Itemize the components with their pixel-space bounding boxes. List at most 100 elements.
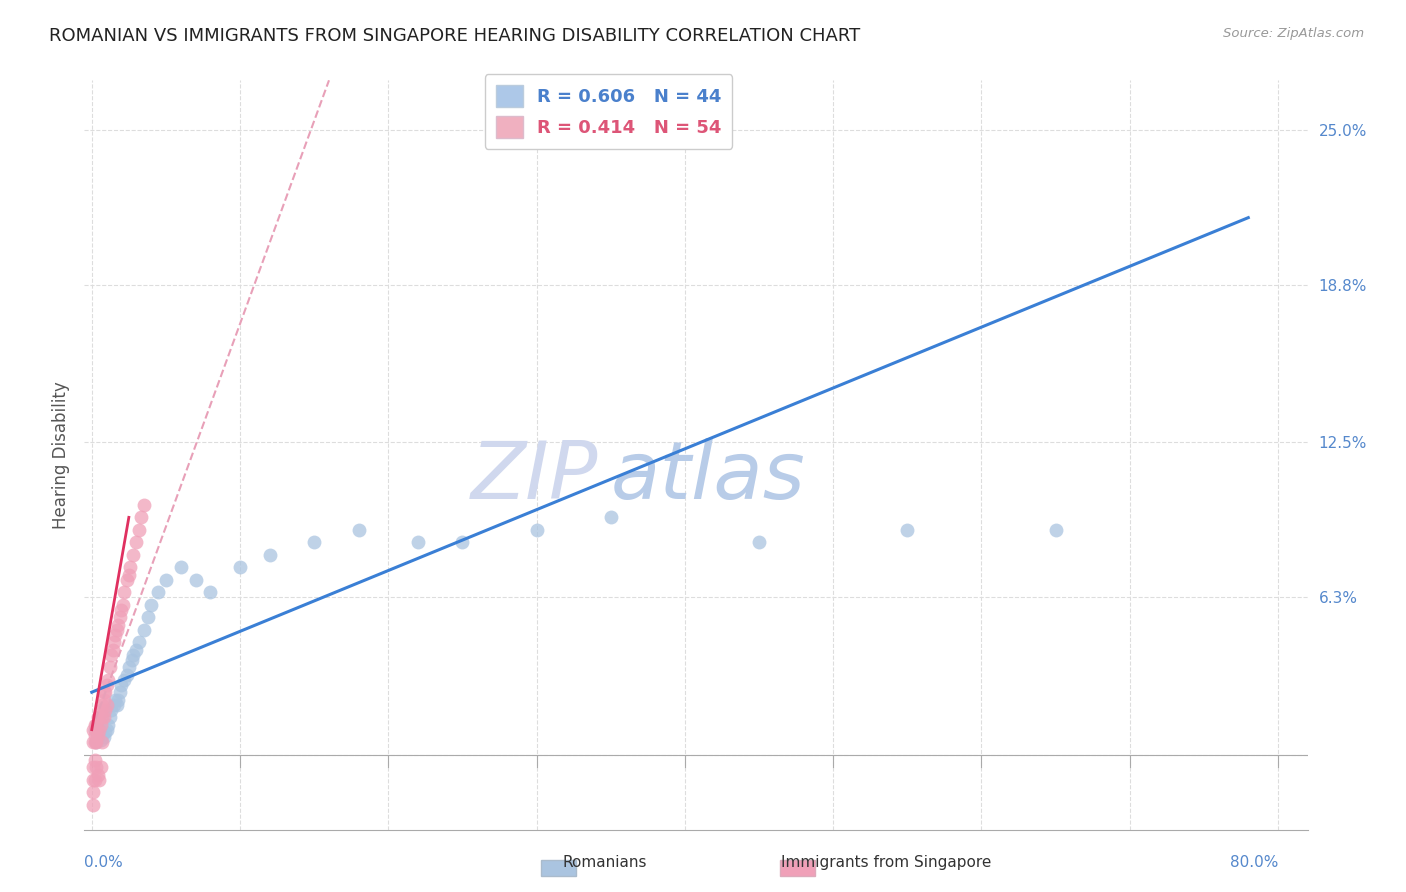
Point (91, 698, 114, 712)
Point (89, 710, 111, 724)
Point (86, 728, 108, 742)
Point (98, 660, 121, 674)
Point (86, 710, 108, 724)
Point (122, 548, 145, 562)
Point (125, 642, 148, 657)
Point (93, 710, 115, 724)
Point (229, 560, 252, 574)
Point (184, 573, 207, 587)
Point (118, 660, 141, 674)
Point (112, 673, 135, 687)
Text: Immigrants from Singapore: Immigrants from Singapore (780, 855, 991, 870)
Point (94, 703, 117, 717)
Point (86, 767, 108, 781)
Point (82, 723, 104, 737)
Point (128, 635, 150, 649)
Point (93, 685, 115, 699)
Point (84, 717, 107, 731)
Point (105, 623, 128, 637)
Point (84, 735, 107, 749)
Point (83, 728, 105, 742)
Point (748, 535, 770, 549)
Point (82, 797, 104, 812)
Point (120, 560, 142, 574)
Point (98, 710, 121, 724)
Point (83, 723, 105, 737)
Point (89, 772, 111, 787)
Point (110, 603, 132, 617)
Point (259, 548, 281, 562)
Y-axis label: Hearing Disability: Hearing Disability (52, 381, 70, 529)
Point (82, 772, 104, 787)
Point (84, 723, 107, 737)
Point (101, 642, 124, 657)
Point (139, 598, 162, 612)
Point (111, 598, 134, 612)
Point (83, 772, 105, 787)
Point (89, 723, 111, 737)
Text: 80.0%: 80.0% (1230, 855, 1278, 870)
Point (526, 523, 548, 537)
Point (90, 760, 112, 774)
Point (347, 523, 370, 537)
Point (90, 703, 112, 717)
Point (148, 585, 170, 599)
Point (100, 703, 122, 717)
Point (83, 735, 105, 749)
Point (89, 723, 111, 737)
Point (90, 732, 112, 747)
Point (132, 623, 155, 637)
Point (108, 685, 131, 699)
Point (104, 692, 127, 706)
Point (170, 560, 193, 574)
Text: ROMANIAN VS IMMIGRANTS FROM SINGAPORE HEARING DISABILITY CORRELATION CHART: ROMANIAN VS IMMIGRANTS FROM SINGAPORE HE… (49, 27, 860, 45)
Point (155, 573, 177, 587)
Text: 0.0%: 0.0% (84, 855, 124, 870)
Point (132, 498, 155, 512)
Point (82, 785, 104, 799)
Point (96, 723, 118, 737)
Point (117, 573, 139, 587)
Point (91, 710, 114, 724)
Point (117, 667, 139, 681)
Point (107, 692, 129, 706)
Point (129, 510, 152, 524)
Point (91, 735, 114, 749)
Point (110, 678, 132, 692)
Legend: R = 0.606   N = 44, R = 0.414   N = 54: R = 0.606 N = 44, R = 0.414 N = 54 (485, 74, 733, 149)
Point (93, 730, 115, 744)
Point (84, 735, 107, 749)
Text: ZIP: ZIP (471, 438, 598, 516)
Point (103, 698, 125, 712)
Point (125, 535, 148, 549)
Point (108, 610, 131, 624)
Point (94, 725, 117, 739)
Text: Source: ZipAtlas.com: Source: ZipAtlas.com (1223, 27, 1364, 40)
Point (86, 728, 108, 742)
Point (96, 698, 118, 712)
Point (83, 717, 105, 731)
Point (97, 673, 120, 687)
Point (82, 760, 104, 774)
Point (97, 717, 120, 731)
Point (96, 678, 118, 692)
Point (84, 760, 107, 774)
Point (105, 698, 128, 712)
Point (104, 628, 127, 642)
Point (121, 653, 143, 667)
Point (91, 728, 114, 742)
Point (82, 735, 104, 749)
Point (302, 535, 325, 549)
Point (103, 635, 125, 649)
Point (100, 648, 122, 662)
Point (200, 585, 222, 599)
Point (896, 523, 918, 537)
Point (406, 535, 429, 549)
Point (1045, 523, 1067, 537)
Point (122, 648, 145, 662)
Point (451, 535, 474, 549)
Text: atlas: atlas (610, 438, 806, 516)
Point (128, 523, 150, 537)
Point (83, 753, 105, 767)
Text: Romanians: Romanians (562, 855, 647, 870)
